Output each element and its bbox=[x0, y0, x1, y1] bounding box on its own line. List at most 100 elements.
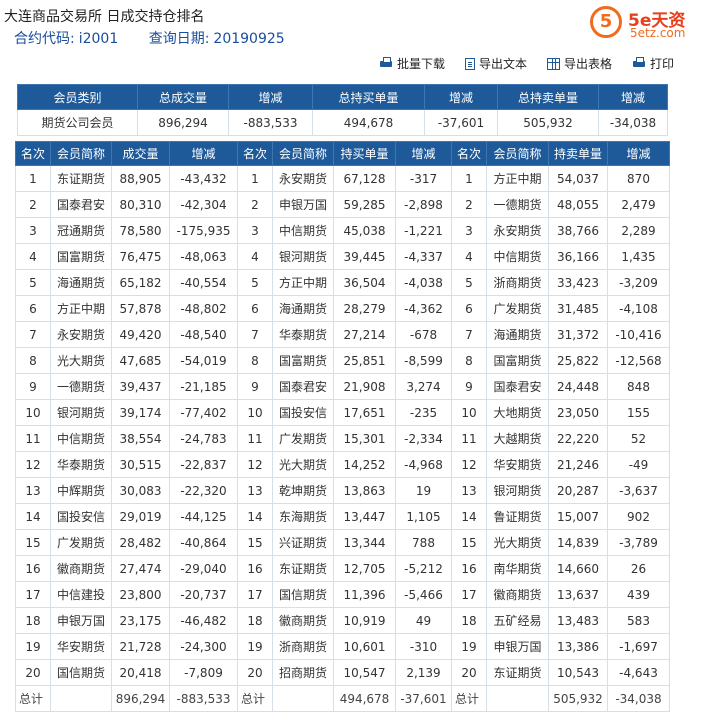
table-row: 12 华泰期货 30,515 -22,837 12 光大期货 14,252 -4,968 12 华… bbox=[15, 451, 670, 478]
table-cell: -49 bbox=[607, 451, 670, 478]
table-cell: 1 bbox=[451, 165, 487, 192]
table-cell: 22,220 bbox=[548, 425, 608, 452]
table-cell: 17 bbox=[15, 581, 51, 608]
table-cell: 39,437 bbox=[111, 373, 170, 400]
table-cell: 30,083 bbox=[111, 477, 170, 504]
total-cell: 505,932 bbox=[548, 685, 608, 712]
table-cell: 54,037 bbox=[548, 165, 608, 192]
table-cell: 2,289 bbox=[607, 217, 670, 244]
table-cell: -175,935 bbox=[169, 217, 238, 244]
table-cell: 13 bbox=[15, 477, 51, 504]
contract-label: 合约代码: bbox=[14, 31, 75, 47]
table-cell: 12 bbox=[451, 451, 487, 478]
table-cell: 19 bbox=[237, 633, 273, 660]
total-cell: 总计 bbox=[237, 685, 273, 712]
table-cell: 27,474 bbox=[111, 555, 170, 582]
table-cell: 49 bbox=[395, 607, 452, 634]
table-cell: 18 bbox=[237, 607, 273, 634]
table-cell: 8 bbox=[15, 347, 51, 374]
table-cell: -317 bbox=[395, 165, 452, 192]
table-cell: 兴证期货 bbox=[272, 529, 334, 556]
table-cell: 银河期货 bbox=[272, 243, 334, 270]
table-cell: 5 bbox=[451, 269, 487, 296]
table-cell: -4,337 bbox=[395, 243, 452, 270]
query-info: 合约代码: i2001 查询日期: 20190925 bbox=[14, 28, 311, 48]
table-cell: 广发期货 bbox=[50, 529, 112, 556]
table-row: 4 国富期货 76,475 -48,063 4 银河期货 39,445 -4,337 4 中信期货… bbox=[15, 243, 670, 270]
table-cell: -48,802 bbox=[169, 295, 238, 322]
table-cell: 浙商期货 bbox=[486, 269, 549, 296]
table-cell: 10 bbox=[451, 399, 487, 426]
table-cell: 永安期货 bbox=[50, 321, 112, 348]
table-cell: 38,554 bbox=[111, 425, 170, 452]
table-cell: 乾坤期货 bbox=[272, 477, 334, 504]
print-label: 打印 bbox=[649, 57, 674, 71]
logo-brand: 5e天资 bbox=[628, 11, 686, 31]
table-cell: 6 bbox=[237, 295, 273, 322]
table-cell: -54,019 bbox=[169, 347, 238, 374]
table-cell: 16 bbox=[15, 555, 51, 582]
table-cell: 1 bbox=[15, 165, 51, 192]
table-cell: -8,599 bbox=[395, 347, 452, 374]
table-cell: 5 bbox=[15, 269, 51, 296]
table-cell: 39,445 bbox=[333, 243, 396, 270]
table-cell: -44,125 bbox=[169, 503, 238, 530]
table-cell: -77,402 bbox=[169, 399, 238, 426]
table-cell: -40,554 bbox=[169, 269, 238, 296]
table-cell: 东证期货 bbox=[486, 659, 549, 686]
table-cell: 80,310 bbox=[111, 191, 170, 218]
table-cell: -235 bbox=[395, 399, 452, 426]
table-row: 18 申银万国 23,175 -46,482 18 徽商期货 10,919 49 18 五矿经易 1… bbox=[15, 607, 670, 634]
table-cell: -4,643 bbox=[607, 659, 670, 686]
table-cell: 9 bbox=[15, 373, 51, 400]
table-cell: 银河期货 bbox=[50, 399, 112, 426]
site-logo[interactable]: 5 5e天资 5etz.com bbox=[590, 4, 702, 42]
table-cell: 2 bbox=[237, 191, 273, 218]
batch-download-button[interactable]: 批量下载 bbox=[379, 55, 445, 72]
export-text-button[interactable]: 导出文本 bbox=[464, 55, 527, 72]
table-cell: 徽商期货 bbox=[486, 581, 549, 608]
ranking-table: 名次 会员简称 成交量 增减 名次 会员简称 持买单量 增减 名次 会员简称 持卖单量 增减 1 东证期… bbox=[15, 141, 670, 712]
table-cell: -22,320 bbox=[169, 477, 238, 504]
table-cell: 华泰期货 bbox=[50, 451, 112, 478]
table-cell: 方正中期 bbox=[50, 295, 112, 322]
table-cell: 光大期货 bbox=[486, 529, 549, 556]
table-cell: 海通期货 bbox=[272, 295, 334, 322]
ranking-column-header: 会员简称 bbox=[272, 141, 334, 166]
table-cell: 中信期货 bbox=[486, 243, 549, 270]
table-cell: 10,601 bbox=[333, 633, 396, 660]
ranking-column-header: 持买单量 bbox=[333, 141, 396, 166]
table-cell: 14 bbox=[237, 503, 273, 530]
print-button[interactable]: 打印 bbox=[632, 55, 674, 72]
summary-row: 期货公司会员 896,294 -883,533 494,678 -37,601 505,9… bbox=[17, 109, 668, 136]
table-cell: 广发期货 bbox=[486, 295, 549, 322]
table-row: 15 广发期货 28,482 -40,864 15 兴证期货 13,344 788 15 光大期货… bbox=[15, 529, 670, 556]
table-cell: 439 bbox=[607, 581, 670, 608]
table-cell: -3,209 bbox=[607, 269, 670, 296]
table-cell: 29,019 bbox=[111, 503, 170, 530]
table-cell: 28,482 bbox=[111, 529, 170, 556]
table-row: 16 徽商期货 27,474 -29,040 16 东证期货 12,705 -5,212 16 南… bbox=[15, 555, 670, 582]
table-cell: 902 bbox=[607, 503, 670, 530]
table-cell: 10,547 bbox=[333, 659, 396, 686]
table-row: 20 国信期货 20,418 -7,809 20 招商期货 10,547 2,139 20 东证期… bbox=[15, 659, 670, 686]
table-row: 14 国投安信 29,019 -44,125 14 东海期货 13,447 1,105 14 鲁证… bbox=[15, 503, 670, 530]
table-cell: 23,050 bbox=[548, 399, 608, 426]
table-cell: 17 bbox=[237, 581, 273, 608]
table-cell: 10,543 bbox=[548, 659, 608, 686]
table-cell: 国信期货 bbox=[50, 659, 112, 686]
table-cell: -46,482 bbox=[169, 607, 238, 634]
export-table-button[interactable]: 导出表格 bbox=[546, 55, 612, 72]
table-cell: 30,515 bbox=[111, 451, 170, 478]
table-cell: 88,905 bbox=[111, 165, 170, 192]
table-cell: 20 bbox=[15, 659, 51, 686]
table-cell: 国泰君安 bbox=[486, 373, 549, 400]
table-cell: 国富期货 bbox=[50, 243, 112, 270]
total-cell: 494,678 bbox=[333, 685, 396, 712]
table-cell: 8 bbox=[451, 347, 487, 374]
summary-cell: 896,294 bbox=[137, 109, 229, 136]
table-cell: -29,040 bbox=[169, 555, 238, 582]
table-cell: 华安期货 bbox=[486, 451, 549, 478]
table-cell: 31,485 bbox=[548, 295, 608, 322]
table-cell: 13,386 bbox=[548, 633, 608, 660]
